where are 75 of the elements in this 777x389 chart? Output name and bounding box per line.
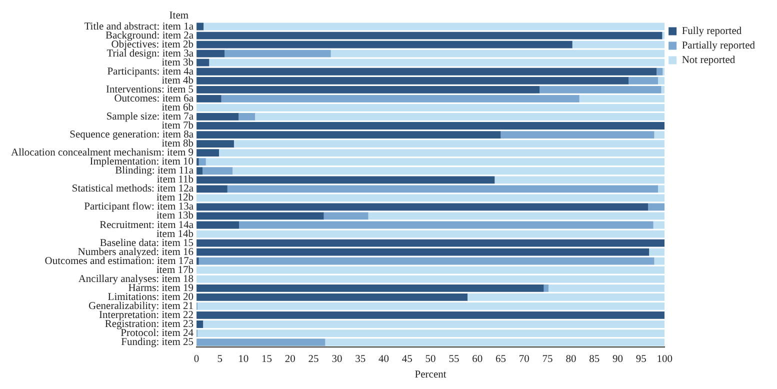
y-axis-title: Item bbox=[169, 10, 189, 22]
x-tick-label: 55 bbox=[448, 354, 460, 365]
x-tick-label: 40 bbox=[378, 354, 389, 365]
y-tick-label: Implementation: item 10 bbox=[90, 156, 194, 168]
y-tick-label: Recruitment: item 14a bbox=[100, 220, 194, 231]
bar bbox=[544, 284, 548, 292]
x-tick-label: 95 bbox=[636, 354, 646, 365]
legend-label: Partially reported bbox=[682, 40, 756, 52]
x-tick-label: 0 bbox=[194, 354, 200, 365]
y-tick-label: Funding: item 25 bbox=[121, 337, 194, 348]
x-tick-label: 60 bbox=[472, 354, 483, 365]
bar bbox=[196, 221, 240, 229]
bar bbox=[648, 203, 665, 211]
y-tick-label: Outcomes and estimation: item 17a bbox=[44, 256, 194, 267]
bar bbox=[196, 239, 665, 247]
x-tick-label: 45 bbox=[402, 354, 412, 365]
legend-label: Fully reported bbox=[682, 26, 742, 37]
bar bbox=[500, 131, 654, 138]
y-tick-label: item 3b bbox=[162, 57, 194, 68]
x-tick-label: 30 bbox=[332, 354, 342, 365]
y-tick-label: Objectives: item 2b bbox=[111, 39, 194, 50]
x-tick-label: 85 bbox=[589, 354, 600, 365]
y-tick-label: Background: item 2a bbox=[105, 30, 194, 42]
y-tick-label: Registration: item 23 bbox=[104, 318, 194, 330]
y-tick-label: Harms: item 19 bbox=[128, 282, 194, 294]
x-tick-label: 80 bbox=[566, 354, 576, 365]
y-tick-label: item 8b bbox=[162, 138, 194, 150]
y-tick-label: Limitations: item 20 bbox=[108, 292, 194, 303]
x-tick-label: 75 bbox=[542, 354, 553, 365]
y-tick-label: item 11b bbox=[156, 174, 194, 186]
y-tick-label: Generalizability: item 21 bbox=[88, 300, 194, 312]
y-tick-label: Outcomes: item 6a bbox=[114, 93, 194, 104]
y-tick-label: item 12b bbox=[156, 192, 194, 204]
bar bbox=[227, 185, 658, 193]
legend-label: Not reported bbox=[682, 55, 736, 66]
bar bbox=[224, 50, 331, 58]
bar bbox=[204, 22, 665, 30]
y-tick-label: item 13b bbox=[156, 210, 194, 222]
y-tick-label: Sample size: item 7a bbox=[106, 111, 194, 122]
bar bbox=[239, 221, 654, 229]
y-tick-label: Baseline data: item 15 bbox=[100, 238, 194, 249]
x-tick-label: 70 bbox=[518, 354, 530, 365]
x-tick-label: 20 bbox=[284, 354, 296, 365]
bar bbox=[198, 257, 654, 265]
x-tick-label: 100 bbox=[656, 354, 672, 365]
y-tick-label: Trial design: item 3a bbox=[106, 48, 194, 60]
x-tick-label: 50 bbox=[425, 354, 436, 365]
bar bbox=[324, 212, 368, 220]
y-tick-label: Interventions: item 5 bbox=[106, 84, 194, 96]
bar bbox=[238, 113, 256, 120]
bar bbox=[368, 212, 665, 220]
x-tick-label: 10 bbox=[238, 354, 249, 365]
bar bbox=[196, 32, 662, 40]
y-tick-label: item 14b bbox=[156, 228, 194, 240]
y-tick-label: Ancillary analyses: item 18 bbox=[78, 274, 194, 285]
y-tick-label: item 17b bbox=[156, 264, 194, 276]
bar bbox=[196, 212, 324, 220]
x-tick-label: 35 bbox=[355, 354, 366, 365]
x-tick-label: 65 bbox=[496, 354, 506, 365]
y-tick-label: Title and abstract: item 1a bbox=[84, 21, 194, 32]
x-tick-label: 15 bbox=[261, 354, 272, 365]
y-tick-label: Numbers analyzed: item 16 bbox=[78, 246, 194, 258]
bar bbox=[662, 32, 665, 40]
x-tick-label: 90 bbox=[612, 354, 624, 365]
x-tick-label: 5 bbox=[217, 354, 223, 365]
bar bbox=[196, 203, 648, 211]
y-tick-label: item 6b bbox=[162, 102, 194, 114]
y-tick-label: item 4b bbox=[162, 75, 194, 86]
y-tick-label: Participants: item 4a bbox=[107, 66, 194, 78]
bar bbox=[653, 221, 665, 229]
x-axis-title: Percent bbox=[414, 369, 446, 380]
bar bbox=[196, 230, 665, 238]
y-tick-label: item 7b bbox=[162, 120, 194, 132]
y-tick-label: Interpretation: item 22 bbox=[99, 310, 194, 321]
x-tick-label: 25 bbox=[308, 354, 319, 365]
